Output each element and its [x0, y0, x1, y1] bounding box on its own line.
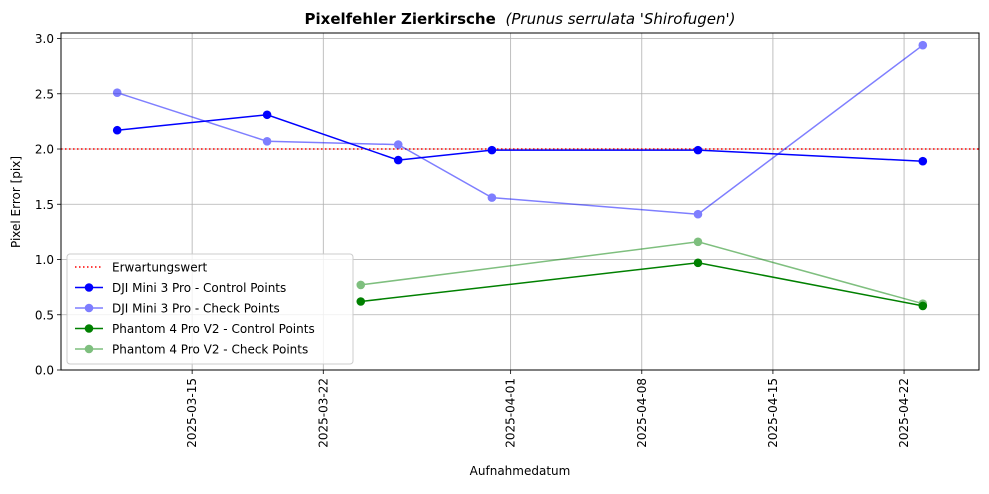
x-axis-ticks: 2025-03-15 2025-03-22 2025-04-01 2025-04-08… [185, 370, 911, 448]
series-layer [112, 40, 928, 311]
legend-label: Phantom 4 Pro V2 - Check Points [112, 343, 308, 357]
legend-label: Erwartungswert [112, 261, 208, 275]
y-tick-label: 0.0 [35, 364, 54, 378]
legend-swatch-marker [84, 324, 94, 333]
plot-frame [60, 32, 980, 371]
data-point [918, 40, 928, 50]
data-point [487, 193, 497, 202]
series-line [117, 114, 923, 162]
x-axis-label: Aufnahmedatum [470, 464, 571, 478]
data-point [693, 145, 703, 155]
data-point [918, 156, 928, 166]
legend-swatch-marker [84, 344, 94, 354]
chart-title-bold: Pixelfehler Zierkirsche [305, 10, 496, 28]
y-axis-label: Pixel Error [pix] [9, 156, 23, 248]
data-point [356, 297, 366, 306]
x-tick-label: 2025-04-15 [766, 378, 780, 448]
data-point [112, 88, 122, 97]
series-0 [112, 110, 928, 166]
data-point [262, 136, 272, 146]
data-point [356, 280, 366, 290]
legend-label: DJI Mini 3 Pro - Control Points [112, 281, 286, 295]
series-2 [356, 258, 928, 311]
legend-label: DJI Mini 3 Pro - Check Points [112, 302, 280, 316]
legend: Erwartungswert DJI Mini 3 Pro - Control P… [66, 253, 354, 365]
x-tick-label: 2025-03-15 [185, 378, 199, 448]
x-tick-label: 2025-04-08 [635, 378, 649, 448]
data-point [262, 110, 272, 120]
legend-entry [75, 303, 103, 313]
x-tick-label: 2025-04-01 [504, 378, 518, 448]
chart-title: Pixelfehler Zierkirsche (Prunus serrulat… [305, 10, 736, 28]
y-tick-label: 3.0 [35, 32, 54, 46]
data-point [393, 140, 403, 149]
legend-entry [75, 283, 103, 292]
data-point [487, 145, 497, 155]
y-tick-label: 1.0 [35, 253, 54, 267]
legend-swatch-marker [84, 303, 94, 313]
series-line [116, 44, 924, 215]
x-tick-label: 2025-03-22 [316, 378, 330, 448]
legend-entry [75, 344, 103, 354]
y-tick-label: 2.0 [35, 143, 54, 157]
series-1 [112, 40, 928, 219]
y-tick-label: 2.5 [35, 87, 54, 101]
legend-swatch-marker [84, 283, 94, 292]
chart-title-italic: (Prunus serrulata 'Shirofugen') [506, 10, 736, 28]
data-point [112, 125, 122, 135]
data-point [693, 209, 703, 219]
data-point [693, 258, 703, 268]
data-point [393, 155, 403, 165]
legend-label: Phantom 4 Pro V2 - Control Points [112, 322, 315, 336]
y-tick-label: 1.5 [35, 198, 54, 212]
data-point [693, 237, 703, 247]
y-tick-label: 0.5 [35, 308, 54, 322]
legend-entry [75, 324, 103, 333]
legend-box [66, 253, 354, 365]
y-axis-ticks: 0.0 0.5 1.0 1.5 2.0 2.5 3.0 [35, 32, 61, 378]
x-tick-label: 2025-04-22 [897, 378, 911, 448]
data-point [918, 301, 928, 311]
